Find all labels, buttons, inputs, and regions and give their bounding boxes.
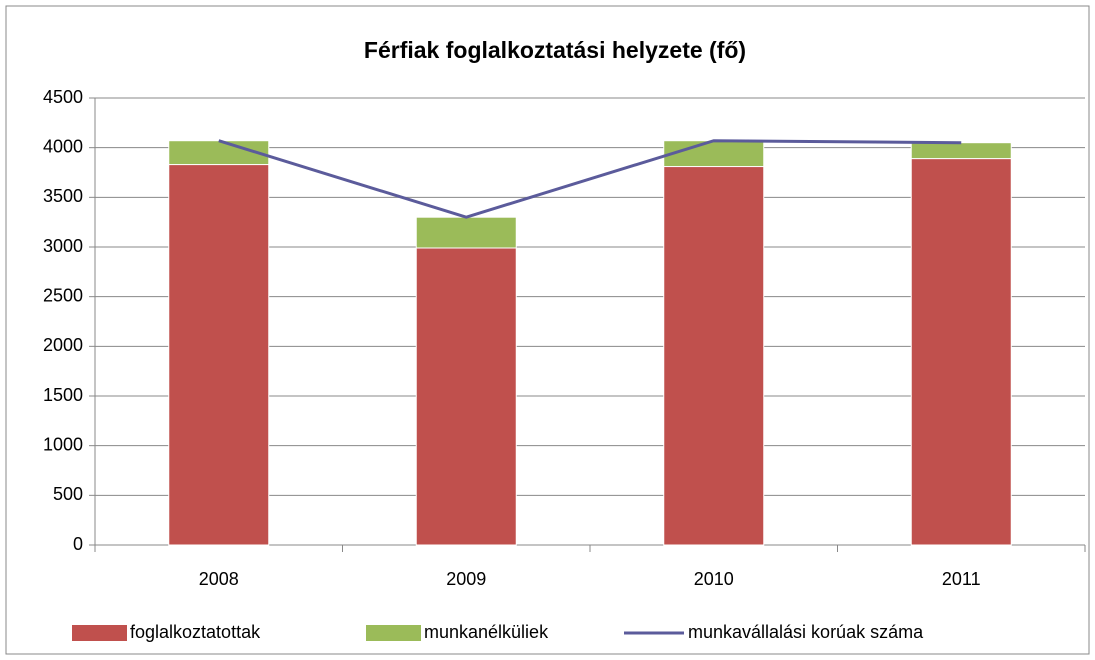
legend-label: foglalkoztatottak	[130, 622, 261, 642]
legend-swatch	[366, 625, 421, 641]
y-tick-label: 500	[53, 484, 83, 504]
y-tick-label: 1000	[43, 434, 83, 454]
y-tick-label: 4500	[43, 87, 83, 107]
legend-label: munkanélküliek	[424, 622, 549, 642]
x-tick-label: 2010	[694, 569, 734, 589]
legend-swatch	[72, 625, 127, 641]
bar	[415, 247, 517, 546]
y-tick-label: 2500	[43, 285, 83, 305]
bar	[910, 158, 1012, 546]
x-tick-label: 2008	[199, 569, 239, 589]
bar	[415, 216, 517, 249]
chart-title: Férfiak foglalkoztatási helyzete (fő)	[364, 37, 746, 63]
y-tick-label: 3000	[43, 236, 83, 256]
y-tick-label: 0	[73, 534, 83, 554]
bar	[910, 142, 1012, 160]
y-tick-label: 3500	[43, 186, 83, 206]
y-tick-label: 1500	[43, 385, 83, 405]
line	[218, 139, 962, 219]
bar	[663, 140, 765, 168]
x-tick-label: 2011	[942, 569, 981, 589]
legend-label: munkavállalási korúak száma	[688, 622, 924, 642]
bar	[663, 166, 765, 546]
x-tick-label: 2009	[446, 569, 486, 589]
y-tick-label: 4000	[43, 136, 83, 156]
y-tick-label: 2000	[43, 335, 83, 355]
bar	[168, 164, 270, 546]
